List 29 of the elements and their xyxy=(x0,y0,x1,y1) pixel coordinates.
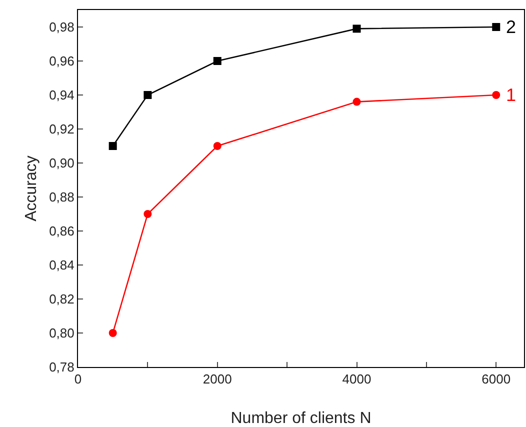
series-label: 1 xyxy=(506,85,516,105)
y-tick-label: 0,96 xyxy=(49,54,74,69)
point xyxy=(144,91,152,99)
y-tick-label: 0,78 xyxy=(49,360,74,375)
y-axis-title: Accuracy xyxy=(23,156,40,222)
y-tick-label: 0,80 xyxy=(49,326,74,341)
point xyxy=(108,329,117,337)
y-tick-label: 0,86 xyxy=(49,224,74,239)
x-tick-label: 4000 xyxy=(342,372,372,387)
point xyxy=(213,57,222,65)
series-label: 2 xyxy=(506,17,516,37)
x-axis-title: Number of clients N xyxy=(230,410,372,427)
point xyxy=(352,98,361,106)
point xyxy=(492,91,500,99)
x-tick-label: 0 xyxy=(74,372,82,387)
y-tick-label: 0,84 xyxy=(49,258,74,273)
x-tick-label: 6000 xyxy=(482,372,511,387)
y-tick-label: 0,92 xyxy=(49,122,74,137)
point xyxy=(108,142,117,150)
y-tick-label: 0,94 xyxy=(49,88,74,103)
point xyxy=(144,210,152,218)
point xyxy=(213,142,222,150)
y-tick-label: 0,82 xyxy=(49,292,74,307)
point xyxy=(352,24,361,33)
point xyxy=(492,23,500,31)
x-tick-label: 2000 xyxy=(202,372,232,387)
y-tick-label: 0,90 xyxy=(49,156,74,171)
y-tick-label: 0,98 xyxy=(49,20,74,35)
y-tick-label: 0,88 xyxy=(49,190,74,205)
